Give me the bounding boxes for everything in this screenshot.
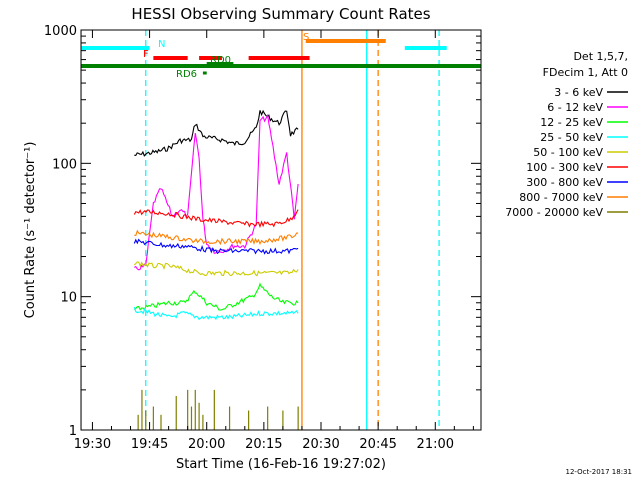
flag-label-f: F bbox=[143, 49, 149, 60]
legend: Det 1,5,7, FDecim 1, Att 0 3 - 6 keV 6 - … bbox=[505, 50, 628, 219]
x-tick-label-6: 21:00 bbox=[417, 437, 454, 452]
x-tick-label-5: 20:45 bbox=[359, 437, 396, 452]
vertical-markers bbox=[81, 30, 440, 430]
footer-date: 12-Oct-2017 18:31 bbox=[566, 468, 632, 476]
flag-label-rd6: RD6 bbox=[176, 69, 197, 80]
series-25-50-kev bbox=[133, 306, 299, 321]
legend-header-line-2: FDecim 1, Att 0 bbox=[543, 66, 628, 79]
legend-label-12-25-kev: 12 - 25 keV bbox=[540, 116, 603, 129]
legend-label-300-800-kev: 300 - 800 keV bbox=[526, 176, 603, 189]
x-tick-label-1: 19:45 bbox=[131, 437, 168, 452]
legend-label-50-100-kev: 50 - 100 keV bbox=[533, 146, 603, 159]
y-tick-label-0: 1 bbox=[69, 424, 77, 439]
plot-frame bbox=[80, 29, 482, 431]
y-tick-label-3: 1000 bbox=[44, 24, 77, 39]
series-50-100-kev bbox=[133, 261, 299, 277]
flag-label-rd0: RD0 bbox=[210, 55, 231, 66]
attenuator-flags: N S F RD0 RD6 bbox=[81, 32, 481, 80]
axes: 19:30 19:45 20:00 20:15 20:30 20:45 21:00 1 10 10… bbox=[44, 24, 481, 452]
chart-title: HESSI Observing Summary Count Rates bbox=[131, 5, 430, 23]
series-300-800-kev bbox=[133, 238, 299, 255]
series-3-6-kev bbox=[134, 109, 299, 157]
legend-entry-50-100-kev: 50 - 100 keV bbox=[533, 146, 628, 159]
x-tick-label-3: 20:15 bbox=[245, 437, 282, 452]
legend-label-800-7000-kev: 800 - 7000 keV bbox=[519, 191, 603, 204]
flag-label-s: S bbox=[303, 32, 309, 43]
legend-entry-100-300-kev: 100 - 300 keV bbox=[526, 161, 628, 174]
legend-entry-800-7000-kev: 800 - 7000 keV bbox=[519, 191, 628, 204]
y-tick-label-2: 100 bbox=[52, 157, 77, 172]
legend-entry-6-12-kev: 6 - 12 keV bbox=[547, 101, 628, 114]
legend-entry-12-25-kev: 12 - 25 keV bbox=[540, 116, 628, 129]
legend-label-7000-20000-kev: 7000 - 20000 keV bbox=[505, 206, 603, 219]
series-800-7000-kev bbox=[134, 229, 299, 246]
x-axis-label: Start Time (16-Feb-16 19:27:02) bbox=[176, 457, 386, 472]
series-lines bbox=[133, 109, 299, 430]
x-tick-label-2: 20:00 bbox=[188, 437, 225, 452]
legend-entry-7000-20000-kev: 7000 - 20000 keV bbox=[505, 206, 628, 219]
x-tick-label-0: 19:30 bbox=[74, 437, 111, 452]
legend-entry-300-800-kev: 300 - 800 keV bbox=[526, 176, 628, 189]
legend-label-100-300-kev: 100 - 300 keV bbox=[526, 161, 603, 174]
flag-label-n: N bbox=[158, 39, 165, 50]
y-tick-label-1: 10 bbox=[60, 291, 77, 306]
series-12-25-kev bbox=[133, 282, 299, 311]
legend-label-6-12-kev: 6 - 12 keV bbox=[547, 101, 603, 114]
legend-label-25-50-kev: 25 - 50 keV bbox=[540, 131, 603, 144]
legend-label-3-6-kev: 3 - 6 keV bbox=[554, 86, 603, 99]
legend-header-line-1: Det 1,5,7, bbox=[573, 50, 628, 63]
legend-entry-25-50-kev: 25 - 50 keV bbox=[540, 131, 628, 144]
x-tick-label-4: 20:30 bbox=[302, 437, 339, 452]
series-100-300-kev bbox=[133, 209, 299, 229]
legend-entry-3-6-kev: 3 - 6 keV bbox=[554, 86, 628, 99]
y-axis-label: Count Rate (s⁻¹ detector⁻¹) bbox=[23, 142, 38, 319]
